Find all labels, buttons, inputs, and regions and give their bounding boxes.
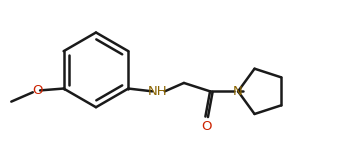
Text: N: N xyxy=(233,85,243,98)
Text: O: O xyxy=(32,84,43,97)
Text: NH: NH xyxy=(148,85,168,98)
Text: O: O xyxy=(201,120,212,133)
